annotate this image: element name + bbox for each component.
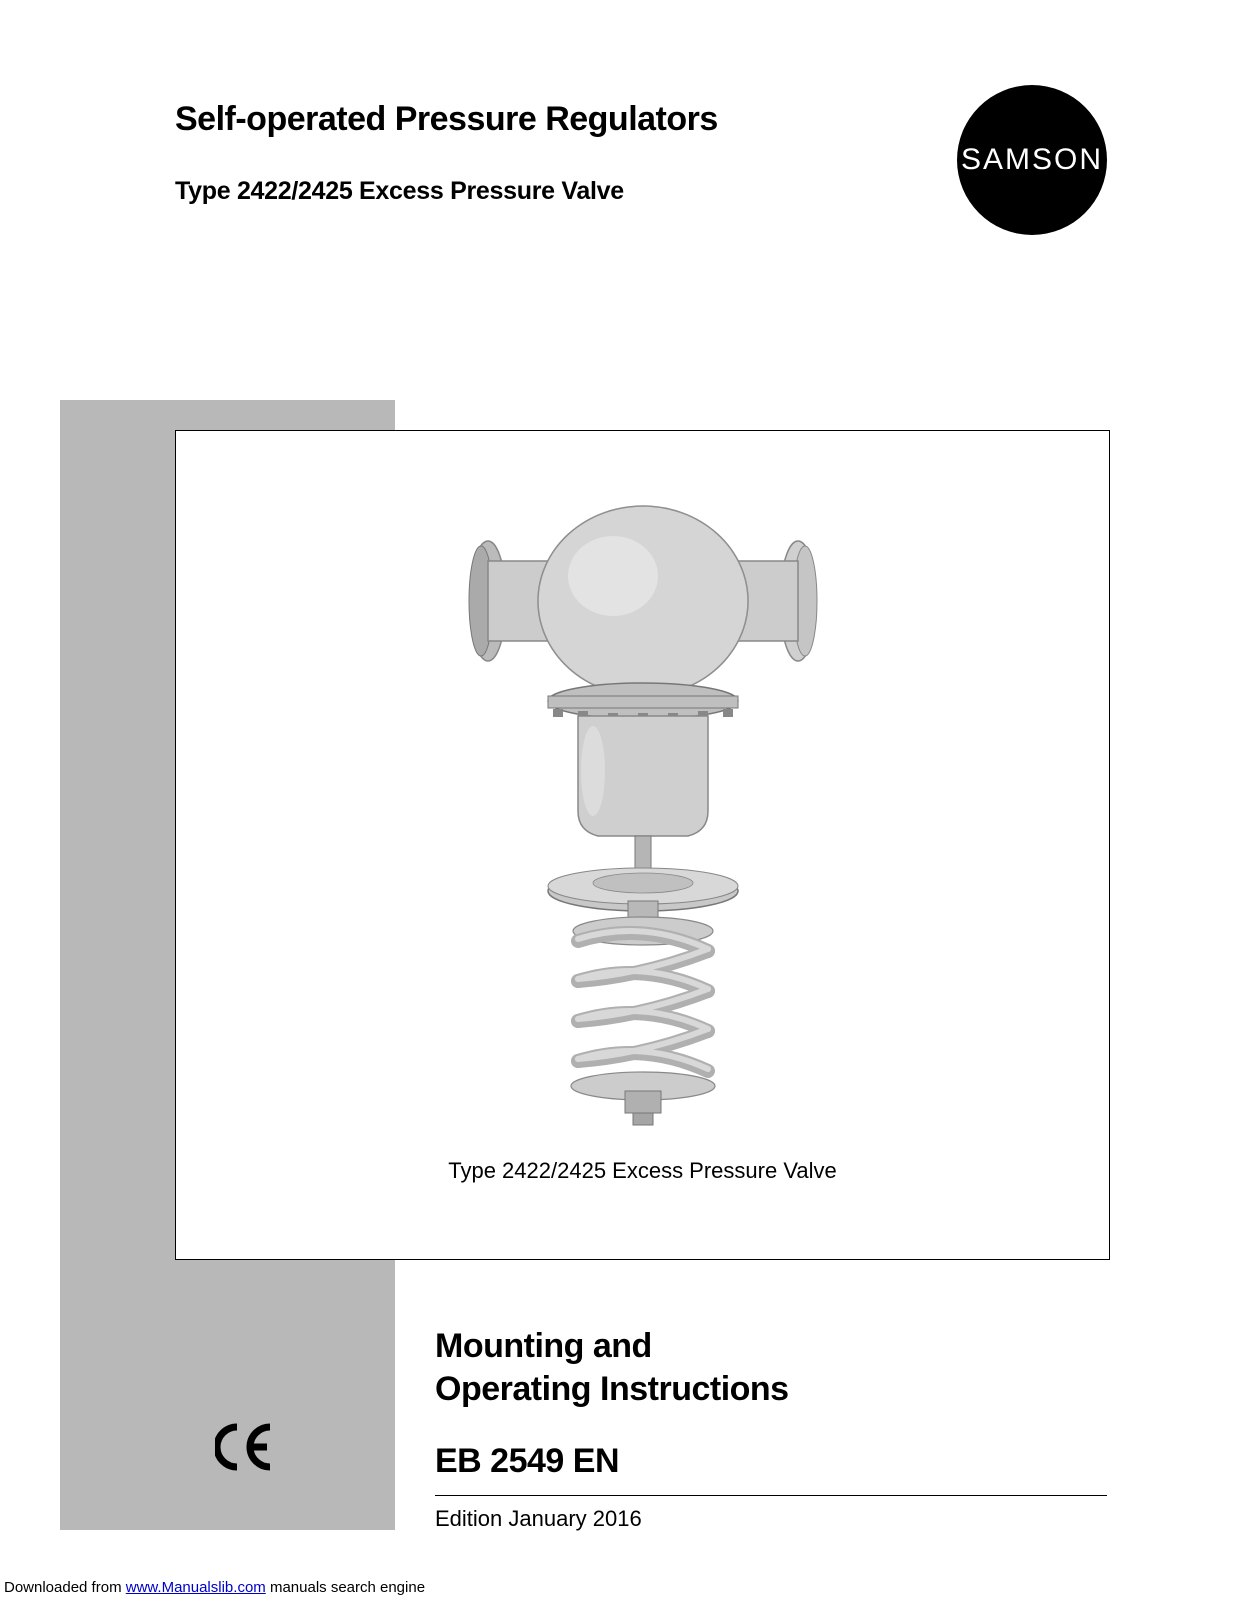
edition-date: Edition January 2016 [435,1506,1107,1532]
document-type-title: Mounting and Operating Instructions [435,1325,1107,1410]
footer-title-line1: Mounting and [435,1327,652,1365]
footer-title-line2: Operating Instructions [435,1370,789,1408]
download-link[interactable]: www.Manualslib.com [126,1579,266,1596]
download-prefix: Downloaded from [4,1579,126,1596]
product-image-box: Type 2422/2425 Excess Pressure Valve [175,430,1110,1260]
product-valve-illustration [433,491,853,1131]
footer-block: Mounting and Operating Instructions EB 2… [435,1325,1107,1532]
download-suffix: manuals search engine [266,1579,425,1596]
company-logo: SAMSON [957,85,1107,235]
document-code: EB 2549 EN [435,1442,1107,1481]
ce-mark-icon [215,1420,285,1485]
image-caption: Type 2422/2425 Excess Pressure Valve [176,1158,1109,1184]
logo-text: SAMSON [961,143,1103,177]
download-source-note: Downloaded from www.Manualslib.com manua… [4,1579,425,1596]
footer-divider [435,1495,1107,1496]
document-page: Self-operated Pressure Regulators Type 2… [0,0,1237,1600]
